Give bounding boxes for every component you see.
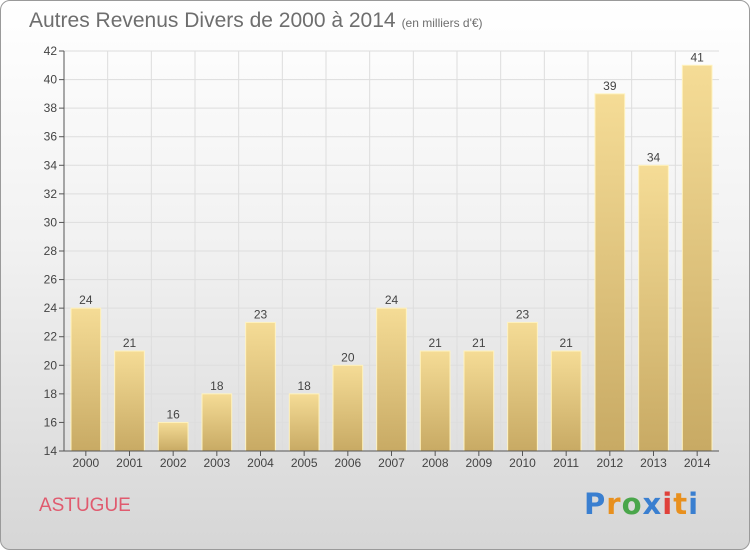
x-tick-label: 2009 — [465, 456, 492, 470]
y-tick-label: 24 — [44, 301, 58, 315]
logo-letter: r — [606, 487, 622, 521]
bar-value-label: 21 — [472, 336, 486, 350]
bar — [419, 350, 451, 452]
y-tick-label: 22 — [44, 330, 58, 344]
y-tick-label: 40 — [44, 73, 58, 87]
bar — [157, 421, 189, 452]
commune-name: ASTUGUE — [39, 495, 131, 516]
bar-value-label: 20 — [341, 350, 355, 364]
x-tick-label: 2003 — [203, 456, 230, 470]
y-tick-label: 28 — [44, 244, 58, 258]
logo-letter: o — [621, 487, 643, 521]
logo-letter: t — [673, 487, 689, 521]
y-tick-label: 30 — [44, 215, 58, 229]
bar — [376, 307, 407, 452]
bar-value-label: 18 — [210, 379, 224, 393]
x-tick-label: 2007 — [378, 456, 405, 470]
bar — [332, 364, 364, 452]
bar-value-label: 18 — [297, 379, 311, 393]
x-tick-label: 2002 — [160, 456, 187, 470]
y-tick-label: 20 — [44, 358, 58, 372]
bar-value-label: 24 — [385, 293, 399, 307]
bar-value-label: 23 — [516, 307, 530, 321]
bar-value-label: 39 — [603, 79, 617, 93]
x-tick-label: 2012 — [596, 456, 623, 470]
axis-layer: 14 16 18 20 22 24 26 28 30 32 34 36 38 40 42 2000 2001 20… — [44, 44, 719, 470]
bar — [681, 64, 713, 452]
x-tick-label: 2001 — [116, 456, 143, 470]
y-tick-label: 18 — [44, 387, 58, 401]
chart-title-text: Autres Revenus Divers de 2000 à 2014 — [29, 9, 396, 32]
y-tick-label: 32 — [44, 187, 58, 201]
bar — [550, 350, 582, 452]
bar-value-label: 21 — [428, 336, 442, 350]
bar-layer: 24 21 16 18 23 18 20 24 21 21 23 21 39 34 41 — [70, 50, 713, 452]
bar — [201, 393, 233, 452]
logo-letter: x — [642, 487, 663, 521]
chart-subtitle: (en milliers d'€) — [401, 16, 483, 30]
bar — [114, 350, 145, 452]
x-tick-label: 2006 — [334, 456, 361, 470]
x-tick-label: 2008 — [422, 456, 449, 470]
y-tick-label: 34 — [44, 158, 58, 172]
logo-letter: i — [662, 487, 674, 521]
y-tick-label: 14 — [44, 444, 58, 458]
y-tick-label: 16 — [44, 415, 58, 429]
y-tick-label: 26 — [44, 273, 58, 287]
bar — [507, 321, 538, 452]
bar — [70, 307, 102, 452]
chart-title: Autres Revenus Divers de 2000 à 2014 (en … — [29, 9, 483, 33]
logo-letter: P — [584, 487, 607, 521]
bar-value-label: 16 — [166, 407, 180, 421]
bar — [463, 350, 495, 452]
x-tick-label: 2011 — [553, 456, 579, 470]
bar-value-label: 24 — [79, 293, 93, 307]
proxiti-logo: Proxiti — [584, 487, 699, 521]
y-tick-label: 42 — [44, 44, 58, 58]
bar — [288, 393, 320, 452]
bar-value-label: 34 — [647, 150, 661, 164]
x-tick-label: 2004 — [247, 456, 274, 470]
bar — [638, 164, 669, 452]
bar — [594, 93, 626, 452]
bar-value-label: 21 — [123, 336, 137, 350]
bar-value-label: 23 — [254, 307, 268, 321]
x-tick-label: 2013 — [640, 456, 667, 470]
y-tick-label: 38 — [44, 101, 58, 115]
x-tick-label: 2010 — [509, 456, 536, 470]
bar — [245, 321, 276, 452]
y-tick-label: 36 — [44, 130, 58, 144]
x-tick-label: 2000 — [72, 456, 99, 470]
bar-value-label: 41 — [690, 50, 704, 64]
x-tick-label: 2014 — [684, 456, 711, 470]
logo-letter: i — [688, 487, 700, 521]
x-tick-label: 2005 — [291, 456, 318, 470]
bar-value-label: 21 — [559, 336, 573, 350]
